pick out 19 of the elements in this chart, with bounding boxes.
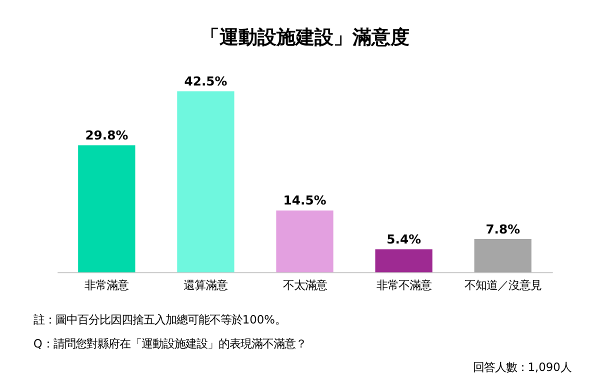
bar [474, 238, 532, 272]
text: 回答人數：1,090人 [472, 360, 572, 374]
text: Q：請問您對縣府在「運動設施建設」的表現滿不滿意？ [33, 336, 306, 350]
chart-title: 「運動設施建設」滿意度 [200, 26, 410, 49]
x-tick-label: 不知道／沒意見 [464, 278, 542, 292]
x-tick-label: 還算滿意 [184, 278, 228, 292]
text: 註：圖中百分比因四捨五入加總可能不等於100%。 [33, 312, 286, 327]
bar [78, 145, 136, 272]
x-tick-label: 非常滿意 [84, 278, 129, 292]
bar [177, 91, 234, 272]
data-label: 29.8% [85, 128, 128, 143]
x-tick-label: 不太滿意 [282, 278, 327, 292]
data-label: 42.5% [184, 74, 228, 89]
bar [276, 210, 334, 272]
x-tick-label: 非常不滿意 [376, 278, 432, 292]
bar [375, 249, 432, 272]
data-label: 7.8% [486, 222, 520, 236]
data-label: 5.4% [386, 232, 421, 246]
data-label: 14.5% [283, 194, 326, 208]
